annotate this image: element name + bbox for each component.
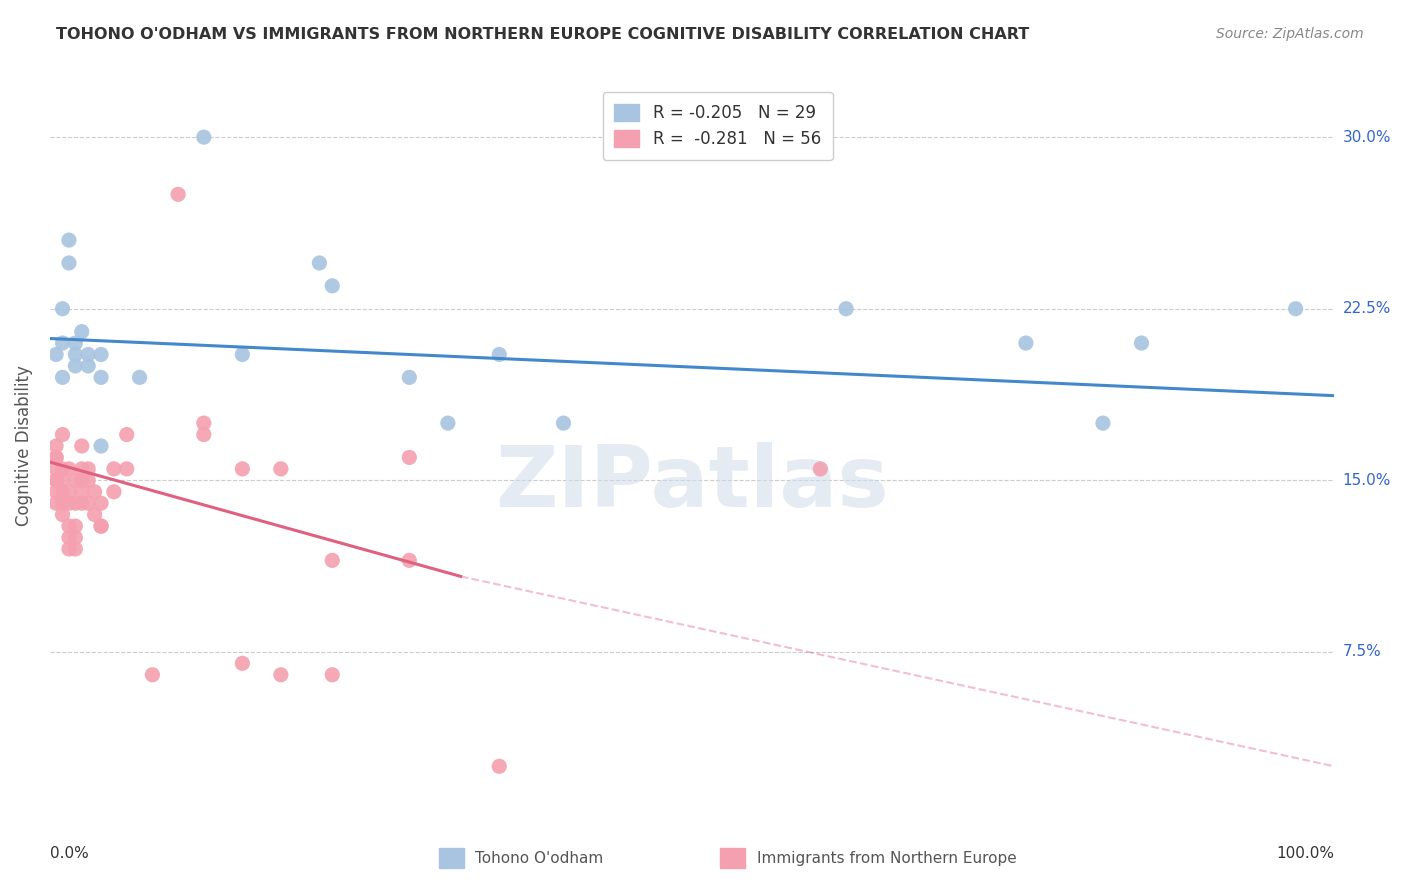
Point bbox=[1130, 336, 1153, 351]
Point bbox=[51, 496, 73, 510]
Point bbox=[70, 439, 93, 453]
Point bbox=[321, 553, 343, 567]
Point bbox=[231, 462, 253, 476]
Point bbox=[58, 484, 80, 499]
Point bbox=[65, 336, 87, 351]
Point bbox=[77, 359, 100, 373]
Text: 0.0%: 0.0% bbox=[49, 846, 89, 861]
Point bbox=[65, 531, 87, 545]
Point bbox=[115, 462, 138, 476]
Point bbox=[835, 301, 858, 316]
Point bbox=[1091, 416, 1114, 430]
Point bbox=[51, 336, 73, 351]
Point bbox=[115, 427, 138, 442]
Point bbox=[65, 473, 87, 487]
Point bbox=[45, 347, 67, 361]
Text: Tohono O'odham: Tohono O'odham bbox=[475, 851, 603, 865]
Point bbox=[308, 256, 330, 270]
Point bbox=[90, 370, 112, 384]
Y-axis label: Cognitive Disability: Cognitive Disability bbox=[15, 366, 32, 526]
Point bbox=[51, 427, 73, 442]
Text: ZIPatlas: ZIPatlas bbox=[495, 442, 889, 525]
Point bbox=[83, 484, 105, 499]
Point bbox=[77, 473, 100, 487]
Point bbox=[128, 370, 150, 384]
Point bbox=[58, 531, 80, 545]
Point bbox=[553, 416, 575, 430]
Point bbox=[58, 233, 80, 247]
Text: TOHONO O'ODHAM VS IMMIGRANTS FROM NORTHERN EUROPE COGNITIVE DISABILITY CORRELATI: TOHONO O'ODHAM VS IMMIGRANTS FROM NORTHE… bbox=[56, 27, 1029, 42]
Point bbox=[51, 462, 73, 476]
Point bbox=[1015, 336, 1038, 351]
Point bbox=[45, 450, 67, 465]
Point bbox=[51, 370, 73, 384]
Point bbox=[90, 496, 112, 510]
Point bbox=[437, 416, 460, 430]
Point bbox=[65, 359, 87, 373]
Point bbox=[45, 462, 67, 476]
Point bbox=[45, 473, 67, 487]
Text: 100.0%: 100.0% bbox=[1277, 846, 1334, 861]
Point bbox=[65, 519, 87, 533]
Point bbox=[193, 130, 215, 145]
Point bbox=[270, 462, 292, 476]
Point bbox=[58, 256, 80, 270]
Text: 22.5%: 22.5% bbox=[1343, 301, 1391, 317]
Text: 30.0%: 30.0% bbox=[1343, 129, 1391, 145]
Text: 7.5%: 7.5% bbox=[1343, 644, 1381, 659]
Point bbox=[90, 519, 112, 533]
Point bbox=[58, 462, 80, 476]
Point bbox=[193, 427, 215, 442]
Point bbox=[65, 541, 87, 556]
Point bbox=[90, 347, 112, 361]
Point bbox=[321, 278, 343, 293]
Text: 15.0%: 15.0% bbox=[1343, 473, 1391, 488]
Point bbox=[51, 484, 73, 499]
Point bbox=[90, 519, 112, 533]
Point bbox=[45, 450, 67, 465]
Point bbox=[488, 759, 510, 773]
Point bbox=[45, 496, 67, 510]
Point bbox=[808, 462, 831, 476]
Point bbox=[488, 347, 510, 361]
Text: Source: ZipAtlas.com: Source: ZipAtlas.com bbox=[1216, 27, 1364, 41]
Point bbox=[70, 484, 93, 499]
Point bbox=[70, 473, 93, 487]
Point bbox=[58, 496, 80, 510]
Point bbox=[103, 484, 125, 499]
Point bbox=[167, 187, 190, 202]
Point bbox=[231, 657, 253, 671]
Point bbox=[83, 508, 105, 522]
Legend: R = -0.205   N = 29, R =  -0.281   N = 56: R = -0.205 N = 29, R = -0.281 N = 56 bbox=[603, 92, 832, 160]
Point bbox=[270, 667, 292, 681]
Point bbox=[398, 370, 420, 384]
Point bbox=[51, 301, 73, 316]
Point bbox=[398, 553, 420, 567]
Point bbox=[70, 325, 93, 339]
Point bbox=[193, 416, 215, 430]
Point bbox=[398, 450, 420, 465]
Point bbox=[77, 462, 100, 476]
Point bbox=[70, 496, 93, 510]
Point bbox=[103, 462, 125, 476]
Point bbox=[77, 496, 100, 510]
Point bbox=[51, 508, 73, 522]
Point bbox=[65, 347, 87, 361]
Point bbox=[90, 439, 112, 453]
Point bbox=[58, 519, 80, 533]
Point bbox=[45, 473, 67, 487]
Point bbox=[231, 347, 253, 361]
Point bbox=[70, 462, 93, 476]
Point bbox=[65, 496, 87, 510]
Text: Immigrants from Northern Europe: Immigrants from Northern Europe bbox=[756, 851, 1017, 865]
Point bbox=[51, 473, 73, 487]
Point bbox=[45, 484, 67, 499]
Point bbox=[58, 541, 80, 556]
Point bbox=[77, 347, 100, 361]
Point bbox=[141, 667, 163, 681]
Point bbox=[45, 439, 67, 453]
Point bbox=[321, 667, 343, 681]
Point bbox=[1285, 301, 1308, 316]
